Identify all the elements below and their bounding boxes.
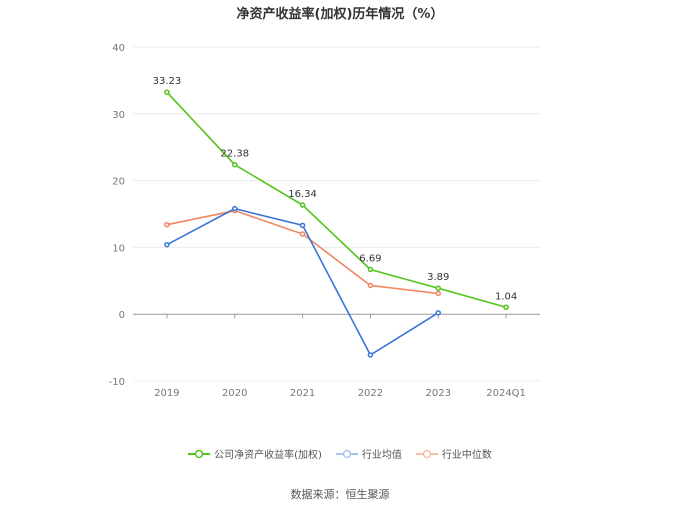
- y-tick-label: -10: [109, 377, 125, 388]
- data-point: [164, 89, 170, 95]
- data-point: [435, 310, 441, 316]
- data-point: [367, 266, 374, 273]
- data-point: [232, 161, 238, 168]
- y-axis-ticks: -10 0 10 20 30 40: [109, 43, 125, 388]
- legend: 公司净资产收益率(加权) 行业均值 行业中位数: [0, 446, 680, 461]
- y-tick-label: 20: [112, 177, 125, 188]
- y-tick-label: 0: [119, 310, 125, 321]
- x-tick-label: 2019: [154, 388, 179, 399]
- gridlines: [133, 46, 540, 382]
- series-line: [166, 207, 439, 357]
- data-label: 3.89: [427, 272, 449, 283]
- data-label: 22.38: [220, 149, 249, 160]
- data-point: [232, 205, 238, 212]
- legend-swatch-industry-median: [415, 449, 438, 458]
- data-point: [299, 222, 306, 229]
- data-label: 6.69: [359, 254, 381, 265]
- series-line: [166, 91, 507, 309]
- data-label: 16.34: [288, 189, 317, 200]
- data-point: [299, 202, 306, 208]
- data-point: [299, 231, 306, 237]
- x-tick-label: 2024Q1: [486, 388, 526, 399]
- data-point: [435, 290, 441, 297]
- data-point: [164, 221, 170, 228]
- legend-item-industry-mean[interactable]: 行业均值: [335, 446, 402, 461]
- data-source: 数据来源：恒生聚源: [290, 488, 390, 501]
- x-tick-label: 2021: [290, 388, 315, 399]
- y-tick-label: 10: [112, 243, 125, 254]
- data-point: [435, 285, 441, 291]
- series-layer: [164, 89, 509, 358]
- legend-swatch-company: [188, 449, 211, 458]
- legend-label-company: 公司净资产收益率(加权): [214, 450, 322, 461]
- y-tick-label: 30: [112, 110, 125, 121]
- legend-item-industry-median[interactable]: 行业中位数: [415, 446, 492, 461]
- legend-label-industry-mean: 行业均值: [361, 450, 402, 461]
- x-tick-label: 2022: [358, 388, 383, 399]
- chart-title: 净资产收益率(加权)历年情况（%）: [236, 7, 444, 22]
- legend-label-industry-median: 行业中位数: [441, 450, 492, 461]
- x-tick-label: 2023: [426, 388, 451, 399]
- data-label: 33.23: [153, 76, 182, 87]
- data-labels: 33.23 22.38 16.34 6.69 3.89 1.04: [153, 76, 518, 302]
- legend-swatch-industry-mean: [335, 449, 358, 458]
- y-tick-label: 40: [112, 43, 125, 54]
- data-label: 1.04: [495, 291, 517, 302]
- data-point: [164, 241, 170, 248]
- data-point: [367, 352, 374, 358]
- x-axis-ticks: 2019 2020 2021 2022 2023 2024Q1: [154, 314, 526, 399]
- x-tick-label: 2020: [222, 388, 247, 399]
- legend-item-company[interactable]: 公司净资产收益率(加权): [188, 446, 322, 461]
- data-point: [503, 304, 509, 311]
- data-point: [367, 282, 374, 289]
